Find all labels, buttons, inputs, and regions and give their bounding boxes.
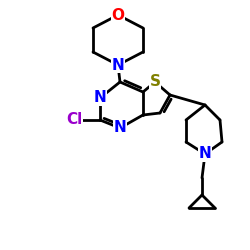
Text: O: O: [112, 8, 124, 22]
Text: S: S: [150, 74, 160, 90]
Text: N: N: [198, 146, 211, 162]
Text: N: N: [114, 120, 126, 136]
Text: N: N: [94, 90, 106, 106]
Text: N: N: [112, 58, 124, 72]
Text: Cl: Cl: [66, 112, 82, 128]
